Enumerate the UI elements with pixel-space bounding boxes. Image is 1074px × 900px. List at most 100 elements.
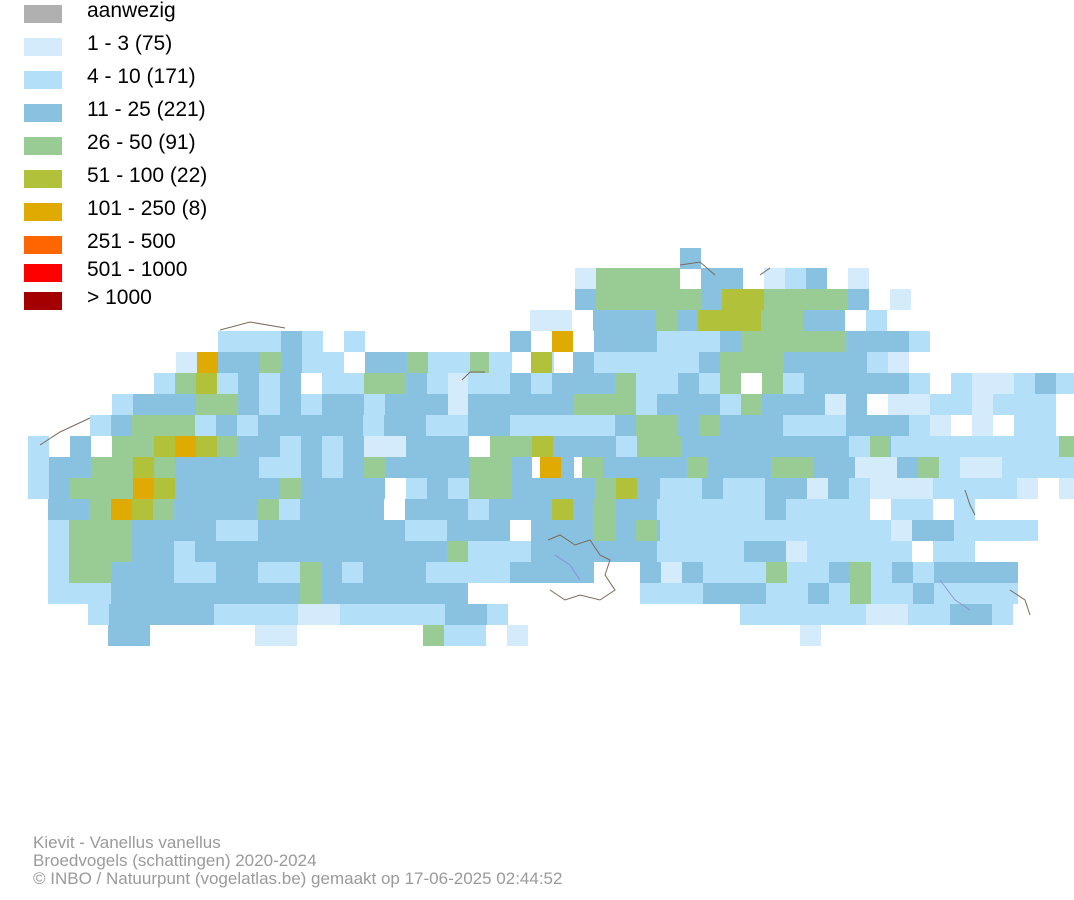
grid-cell [111, 541, 132, 562]
grid-cell [635, 310, 656, 331]
grid-cell [660, 478, 681, 499]
grid-cell [238, 436, 259, 457]
grid-cell [281, 331, 302, 352]
grid-cell [258, 583, 279, 604]
grid-cell [834, 457, 855, 478]
grid-cell [951, 373, 972, 394]
grid-cell [363, 541, 384, 562]
grid-cell [888, 352, 909, 373]
grid-cell [153, 499, 174, 520]
grid-cell [321, 520, 342, 541]
grid-cell [723, 436, 744, 457]
grid-cell [939, 457, 960, 478]
grid-cell [490, 478, 511, 499]
grid-cell [762, 373, 783, 394]
grid-cell [1038, 436, 1059, 457]
grid-cell [175, 478, 196, 499]
grid-cell [551, 310, 572, 331]
grid-cell [174, 415, 195, 436]
grid-cell [133, 394, 154, 415]
grid-cell [616, 478, 637, 499]
grid-cell [575, 268, 596, 289]
grid-cell [782, 310, 803, 331]
grid-cell [846, 352, 867, 373]
grid-cell [929, 604, 950, 625]
grid-cell [876, 457, 897, 478]
grid-cell [132, 541, 153, 562]
grid-cell [722, 289, 743, 310]
grid-cell [638, 289, 659, 310]
grid-cell [950, 604, 971, 625]
grid-cell [1014, 415, 1035, 436]
grid-cell [552, 562, 573, 583]
grid-cell [677, 310, 698, 331]
grid-cell [573, 394, 594, 415]
grid-cell [850, 583, 871, 604]
grid-cell [573, 562, 594, 583]
grid-cell [407, 352, 428, 373]
grid-cell [909, 394, 930, 415]
grid-cell [849, 436, 870, 457]
grid-cell [594, 415, 615, 436]
grid-cell [510, 562, 531, 583]
grid-cell [90, 541, 111, 562]
grid-cell [992, 604, 1013, 625]
grid-cell [385, 436, 406, 457]
grid-cell [111, 520, 132, 541]
grid-cell [783, 394, 804, 415]
grid-cell [614, 310, 635, 331]
grid-cell [258, 541, 279, 562]
grid-cell [786, 499, 807, 520]
grid-cell [720, 331, 741, 352]
grid-cell [744, 541, 765, 562]
grid-cell [845, 604, 866, 625]
grid-cell [487, 604, 508, 625]
grid-cell [465, 625, 486, 646]
species-name: Kievit - Vanellus vanellus [33, 833, 221, 852]
grid-cell [807, 541, 828, 562]
grid-cell [846, 394, 867, 415]
grid-cell [385, 457, 406, 478]
grid-cell [217, 457, 238, 478]
grid-cell [660, 499, 681, 520]
grid-cell [154, 436, 175, 457]
grid-cell [532, 436, 553, 457]
grid-cell [954, 478, 975, 499]
grid-cell [112, 394, 133, 415]
grid-cell [594, 331, 615, 352]
grid-cell [132, 583, 153, 604]
grid-cell [300, 520, 321, 541]
grid-cell [918, 457, 939, 478]
grid-cell [340, 604, 361, 625]
grid-cell [489, 499, 510, 520]
grid-cell [786, 478, 807, 499]
grid-cell [699, 331, 720, 352]
grid-cell [681, 436, 702, 457]
grid-cell [469, 457, 490, 478]
grid-cell [363, 562, 384, 583]
grid-cell [258, 499, 279, 520]
grid-cell [552, 415, 573, 436]
grid-cell [195, 499, 216, 520]
grid-cell [153, 541, 174, 562]
grid-cell [531, 499, 552, 520]
grid-cell [405, 415, 426, 436]
grid-cell [322, 478, 343, 499]
grid-cell [510, 373, 531, 394]
grid-cell [761, 604, 782, 625]
grid-cell [786, 520, 807, 541]
grid-cell [133, 457, 154, 478]
grid-cell [698, 310, 719, 331]
grid-cell [255, 625, 276, 646]
grid-cell [750, 457, 771, 478]
grid-cell [130, 604, 151, 625]
grid-cell [891, 541, 912, 562]
grid-cell [1014, 394, 1035, 415]
grid-cell [1065, 457, 1074, 478]
grid-cell [218, 352, 239, 373]
grid-cell [996, 478, 1017, 499]
grid-cell [403, 604, 424, 625]
grid-cell [573, 352, 594, 373]
grid-cell [786, 436, 807, 457]
grid-cell [828, 478, 849, 499]
